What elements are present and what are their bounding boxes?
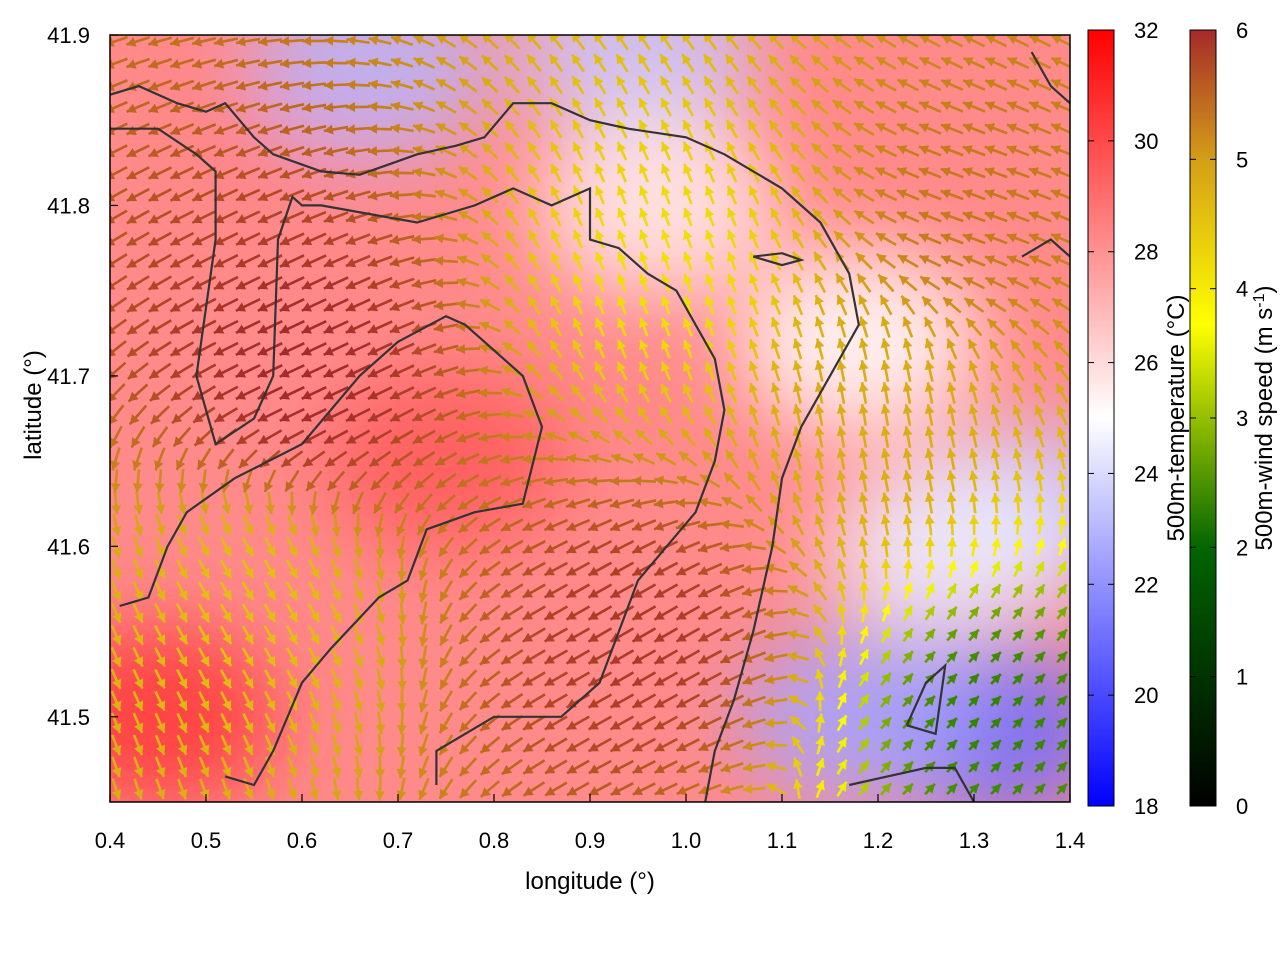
y-tick-label: 41.9 [47, 23, 90, 48]
temperature-colorbar-tick-label: 26 [1134, 351, 1158, 376]
wind-colorbar-tick-label: 0 [1236, 794, 1248, 819]
y-tick-label: 41.5 [47, 705, 90, 730]
y-axis: 41.5 41.6 41.7 41.8 41.9 [47, 23, 118, 730]
temperature-colorbar-tick-label: 30 [1134, 129, 1158, 154]
x-tick-label: 1.2 [863, 828, 894, 853]
y-tick-label: 41.7 [47, 364, 90, 389]
x-axis: 0.4 0.5 0.6 0.7 0.8 0.9 1.0 1.1 1.2 1.3 1.4 [95, 794, 1086, 853]
wind-colorbar-tick-label: 6 [1236, 18, 1248, 43]
wind-colorbar-tick-label: 4 [1236, 277, 1248, 302]
x-tick-label: 0.7 [383, 828, 414, 853]
x-tick-label: 1.3 [959, 828, 990, 853]
y-axis-label: latitude (°) [20, 350, 47, 460]
x-tick-label: 0.8 [479, 828, 510, 853]
wind-colorbar: 0 1 2 3 4 5 6 500m-wind speed (m s-1) [1190, 18, 1278, 819]
temperature-colorbar-tick-label: 18 [1134, 794, 1158, 819]
x-tick-label: 0.6 [287, 828, 318, 853]
y-tick-label: 41.8 [47, 193, 90, 218]
wind-colorbar-tick-label: 2 [1236, 535, 1248, 560]
x-tick-label: 0.5 [191, 828, 222, 853]
x-tick-label: 0.9 [575, 828, 606, 853]
temperature-colorbar-tick-label: 20 [1134, 683, 1158, 708]
temperature-region-cool-south [739, 627, 979, 807]
temperature-colorbar-tick-label: 32 [1134, 18, 1158, 43]
x-tick-label: 1.0 [671, 828, 702, 853]
plot-area [38, 0, 1152, 824]
temperature-colorbar-ramp [1088, 30, 1114, 806]
wind-colorbar-tick-label: 3 [1236, 406, 1248, 431]
y-tick-label: 41.6 [47, 534, 90, 559]
x-tick-label: 0.4 [95, 828, 126, 853]
temperature-colorbar-tick-label: 24 [1134, 461, 1158, 486]
temperature-colorbar-tick-label: 22 [1134, 572, 1158, 597]
x-tick-label: 1.1 [767, 828, 798, 853]
x-axis-label: longitude (°) [525, 868, 655, 895]
x-tick-label: 1.4 [1055, 828, 1086, 853]
wind-colorbar-tick-label: 1 [1236, 665, 1248, 690]
wind-colorbar-tick-label: 5 [1236, 147, 1248, 172]
wind-colorbar-label: 500m-wind speed (m s-1) [1251, 286, 1279, 551]
temperature-colorbar-label: 500m-temperature (°C) [1163, 294, 1190, 541]
temperature-colorbar-tick-label: 28 [1134, 240, 1158, 265]
temperature-colorbar: 18 20 22 24 26 28 30 32 500m-temperature (°C) [1088, 18, 1190, 819]
